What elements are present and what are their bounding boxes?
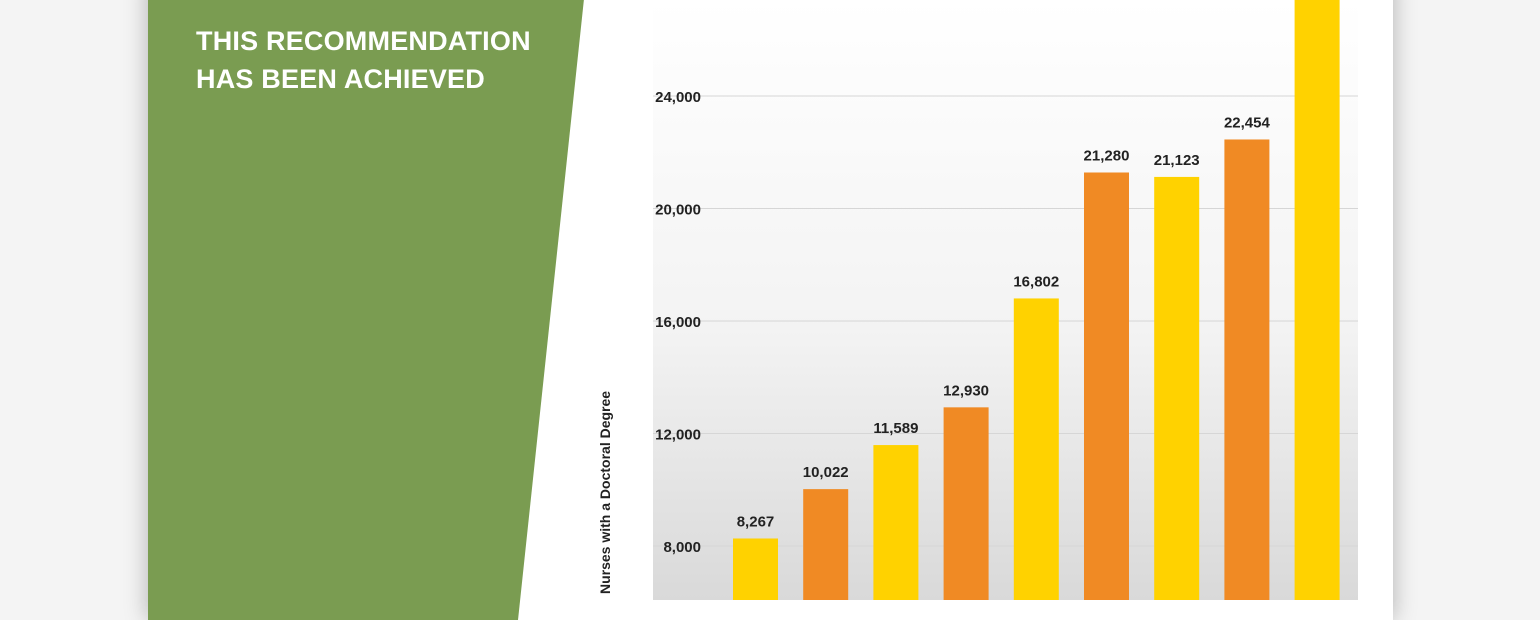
y-tick-label: 12,000 bbox=[655, 427, 701, 444]
y-tick-label: 16,000 bbox=[655, 314, 701, 331]
green-banner-shape bbox=[148, 0, 584, 620]
banner-line-1: THIS RECOMMENDATION bbox=[196, 26, 531, 56]
bar-value-label: 12,930 bbox=[943, 382, 989, 399]
bar-value-label: 22,454 bbox=[1224, 114, 1271, 131]
bar bbox=[733, 538, 778, 600]
y-tick-label: 8,000 bbox=[663, 539, 701, 556]
bar bbox=[1154, 176, 1200, 600]
bar-value-label: 16,802 bbox=[1013, 273, 1059, 290]
green-banner-panel bbox=[148, 0, 584, 620]
y-tick-label: 20,000 bbox=[655, 202, 701, 219]
banner-line-2: HAS BEEN ACHIEVED bbox=[196, 64, 485, 94]
data-labels: 8,267 10,022 11,589 12,930 16,802 21,280 21,12… bbox=[737, 114, 1271, 530]
bar-value-label: 21,123 bbox=[1154, 152, 1200, 169]
bar bbox=[1294, 0, 1340, 600]
bar bbox=[803, 489, 849, 600]
bar bbox=[1013, 298, 1059, 600]
y-axis-label: Nurses with a Doctoral Degree bbox=[597, 391, 613, 594]
bar bbox=[943, 407, 989, 600]
bar-value-label: 10,022 bbox=[803, 464, 849, 481]
chart-card: THIS RECOMMENDATION HAS BEEN ACHIEVED 8,… bbox=[148, 0, 1393, 620]
bar bbox=[1084, 172, 1129, 600]
recommendation-banner: THIS RECOMMENDATION HAS BEEN ACHIEVED bbox=[196, 22, 531, 98]
y-axis-ticks: 8,000 12,000 16,000 20,000 24,000 bbox=[655, 89, 701, 556]
bar bbox=[1224, 139, 1270, 600]
bar-value-label: 21,280 bbox=[1084, 148, 1130, 165]
bar-value-label: 8,267 bbox=[737, 513, 775, 530]
bar bbox=[873, 445, 919, 600]
bars bbox=[733, 0, 1340, 600]
doctoral-nurses-bar-chart: 8,000 12,000 16,000 20,000 24,000 8,267 10,02… bbox=[597, 0, 1358, 600]
bar-value-label: 11,589 bbox=[873, 420, 918, 437]
y-tick-label: 24,000 bbox=[655, 89, 701, 106]
